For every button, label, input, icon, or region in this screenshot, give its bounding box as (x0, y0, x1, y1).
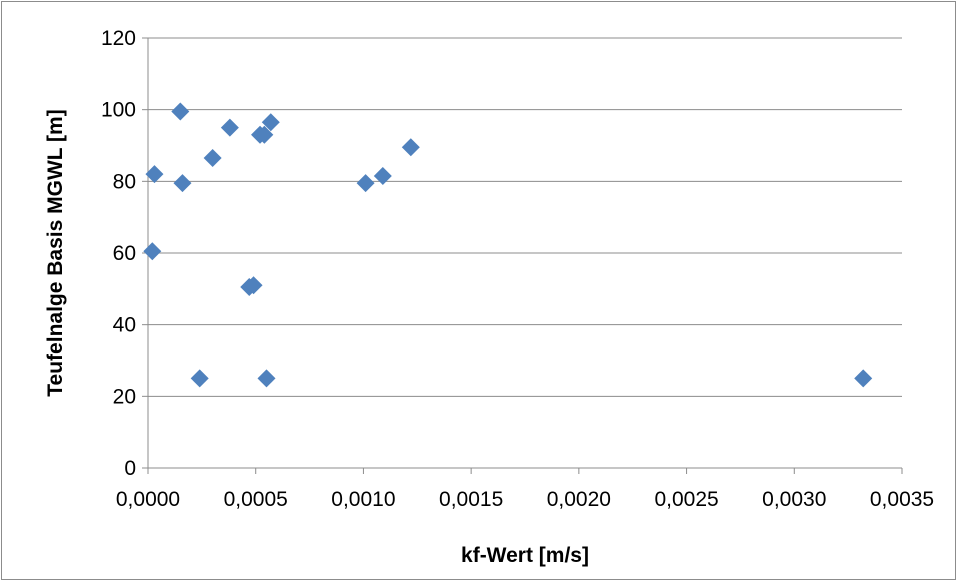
data-point (261, 113, 280, 132)
x-tick-label: 0,0000 (116, 488, 180, 511)
y-tick-label: 120 (101, 27, 136, 50)
data-point (220, 118, 239, 137)
x-axis-title: kf-Wert [m/s] (461, 544, 589, 567)
y-tick-label: 0 (124, 457, 136, 480)
x-tick-label: 0,0015 (439, 488, 503, 511)
tick-labels: 0 20 40 60 80 100 120 0,0000 0,0005 0,0010 0,0015 0… (101, 27, 934, 511)
x-tick-label: 0,0030 (762, 488, 826, 511)
y-tick-label: 80 (113, 170, 136, 193)
data-point (854, 369, 873, 388)
axes (142, 37, 903, 474)
data-point (356, 174, 375, 193)
data-point (257, 369, 276, 388)
data-point (244, 276, 263, 295)
data-point (190, 369, 209, 388)
gridlines (148, 37, 902, 397)
data-point (255, 125, 274, 144)
data-point (401, 138, 420, 157)
data-points (143, 102, 873, 388)
data-point (173, 174, 192, 193)
y-tick-label: 40 (113, 314, 136, 337)
y-axis-title: Teufelnalge Basis MGWL [m] (44, 109, 67, 396)
data-point (143, 242, 162, 261)
y-tick-label: 20 (113, 385, 136, 408)
x-tick-label: 0,0010 (331, 488, 395, 511)
x-tick-label: 0,0005 (224, 488, 288, 511)
x-tick-label: 0,0035 (870, 488, 934, 511)
data-point (203, 149, 222, 168)
data-point (145, 165, 164, 184)
x-tick-label: 0,0025 (654, 488, 718, 511)
data-point (171, 102, 190, 121)
x-tick-label: 0,0020 (547, 488, 611, 511)
data-point (373, 166, 392, 185)
y-tick-label: 100 (101, 99, 136, 122)
y-tick-label: 60 (113, 242, 136, 265)
